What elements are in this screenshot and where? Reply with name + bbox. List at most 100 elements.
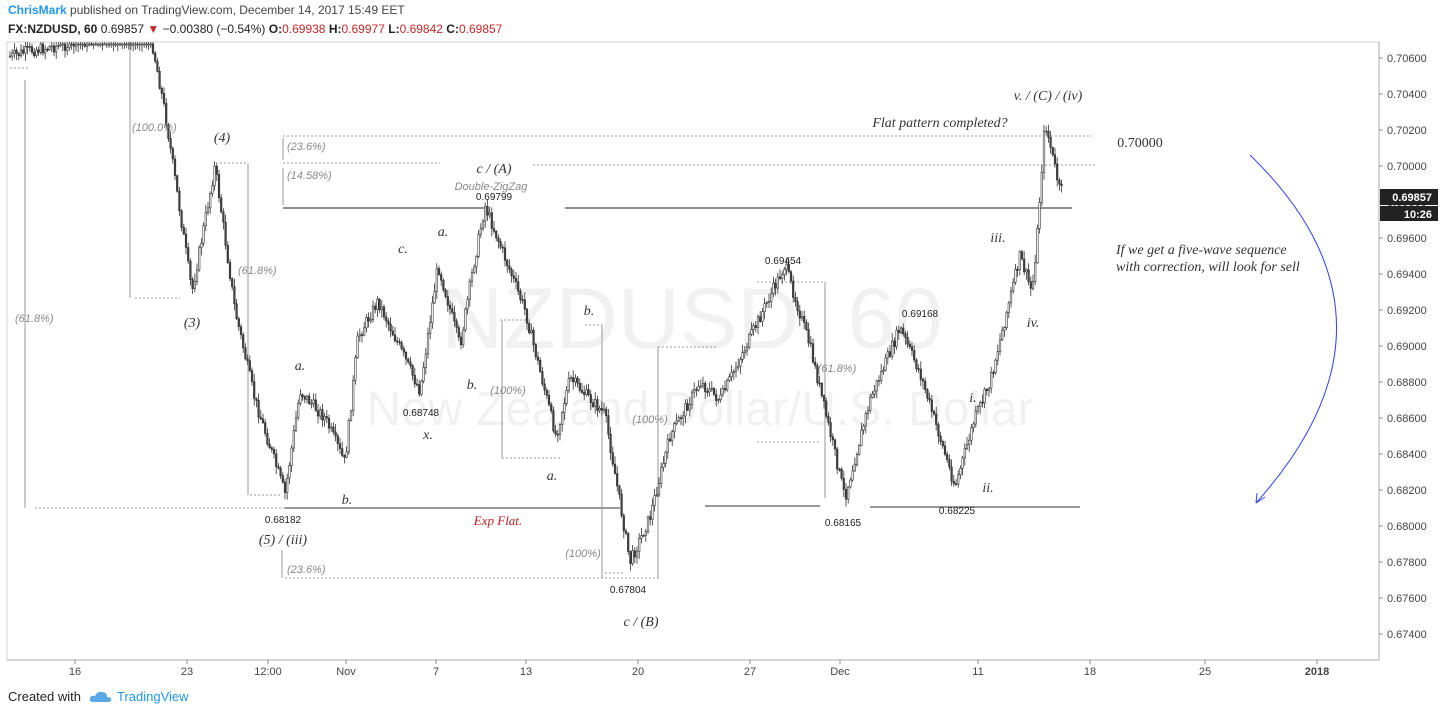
candle-body — [1020, 251, 1024, 260]
candle-body — [162, 93, 166, 104]
candle-body — [325, 416, 328, 419]
candle-body — [294, 417, 298, 431]
candle-body — [154, 52, 157, 62]
candle-body — [794, 297, 797, 302]
candle-body — [800, 316, 804, 319]
candle-body — [281, 475, 284, 483]
candle-body — [209, 193, 212, 209]
candle-body — [935, 413, 938, 425]
candle-body — [519, 290, 522, 300]
candle-body — [24, 45, 27, 54]
candle-body — [976, 406, 980, 412]
candle-body — [22, 49, 25, 54]
price-tick-label: 0.69200 — [1387, 305, 1427, 317]
candle-body — [305, 395, 309, 400]
candle-body — [182, 227, 185, 235]
candle-body — [723, 388, 727, 391]
chart-annotation: i. — [969, 391, 976, 406]
candle-body — [385, 316, 388, 322]
candle-body — [321, 409, 324, 421]
symbol-name[interactable]: FX:NZDUSD, 60 — [8, 22, 98, 36]
candle-body — [143, 43, 146, 46]
candle-body — [459, 336, 463, 346]
candle-body — [345, 451, 348, 458]
candle-body — [266, 433, 269, 445]
candle-body — [605, 408, 608, 417]
candle-body — [558, 424, 562, 435]
author-link[interactable]: ChrisMark — [8, 3, 67, 17]
candle-body — [882, 369, 885, 372]
close-label: C: — [446, 22, 459, 36]
candle-body — [180, 210, 183, 228]
price-tick-label: 0.67800 — [1387, 557, 1427, 569]
candle-body — [35, 49, 38, 56]
candle-body — [730, 371, 733, 378]
candle-body — [743, 350, 746, 353]
candle-body — [246, 358, 249, 362]
candle-body — [176, 175, 179, 192]
bar-countdown: 10:26 — [1404, 209, 1432, 221]
candle-body — [422, 367, 425, 382]
candle-body — [684, 403, 687, 417]
candle-body — [288, 465, 291, 479]
candle-body — [94, 43, 97, 46]
candle-body — [1053, 154, 1057, 165]
candle-body — [787, 264, 790, 273]
candle-body — [877, 380, 881, 382]
candle-body — [508, 265, 511, 270]
candle-body — [1049, 137, 1052, 148]
candle-body — [831, 436, 834, 441]
candle-body — [1016, 269, 1019, 271]
candle-body — [686, 403, 689, 411]
candle-body — [37, 49, 40, 53]
candle-body — [556, 433, 559, 436]
candle-body — [622, 515, 625, 532]
candle-body — [57, 44, 60, 47]
candle-body — [847, 486, 850, 500]
candle-body — [789, 271, 793, 282]
price-tick-label: 0.70400 — [1387, 89, 1427, 101]
publish-line: ChrisMark published on TradingView.com, … — [8, 3, 405, 17]
candle-body — [468, 280, 471, 300]
candle-body — [855, 454, 859, 466]
chart-annotation: (23.6%) — [287, 564, 326, 576]
tradingview-link[interactable]: TradingView — [116, 689, 189, 704]
time-tick-label: Nov — [336, 666, 356, 678]
candle-body — [387, 320, 390, 325]
candle-body — [895, 329, 898, 347]
last-price: 0.69857 — [100, 22, 145, 36]
candle-body — [631, 550, 634, 564]
candle-body — [224, 221, 227, 246]
candle-body — [481, 220, 485, 229]
chart-annotation: a. — [547, 469, 558, 484]
candle-body — [943, 445, 947, 455]
price-tick-label: 0.68200 — [1387, 485, 1427, 497]
candle-body — [510, 269, 513, 277]
candle-body — [954, 483, 958, 485]
price-tick-label: 0.67400 — [1387, 629, 1427, 641]
candle-body — [1036, 228, 1039, 263]
price-tick-label: 0.69600 — [1387, 233, 1427, 245]
candle-body — [756, 316, 760, 328]
candle-body — [215, 165, 218, 175]
candle-body — [257, 400, 260, 418]
chart-annotation: (23.6%) — [287, 141, 326, 153]
candle-body — [312, 399, 315, 404]
candle-body — [140, 43, 144, 46]
candle-body — [68, 43, 71, 48]
candle-body — [440, 274, 443, 281]
candle-body — [1003, 327, 1006, 331]
candle-body — [156, 60, 159, 72]
candle-body — [715, 394, 718, 401]
candle-body — [589, 394, 592, 403]
candle-body — [862, 425, 865, 431]
candle-body — [275, 453, 278, 467]
candle-body — [620, 494, 623, 516]
candle-body — [103, 43, 106, 46]
candle-body — [299, 394, 302, 404]
candle-body — [906, 337, 909, 345]
down-arrow-icon: ▼ — [147, 22, 160, 36]
candle-body — [972, 423, 975, 428]
candle-body — [178, 191, 181, 212]
